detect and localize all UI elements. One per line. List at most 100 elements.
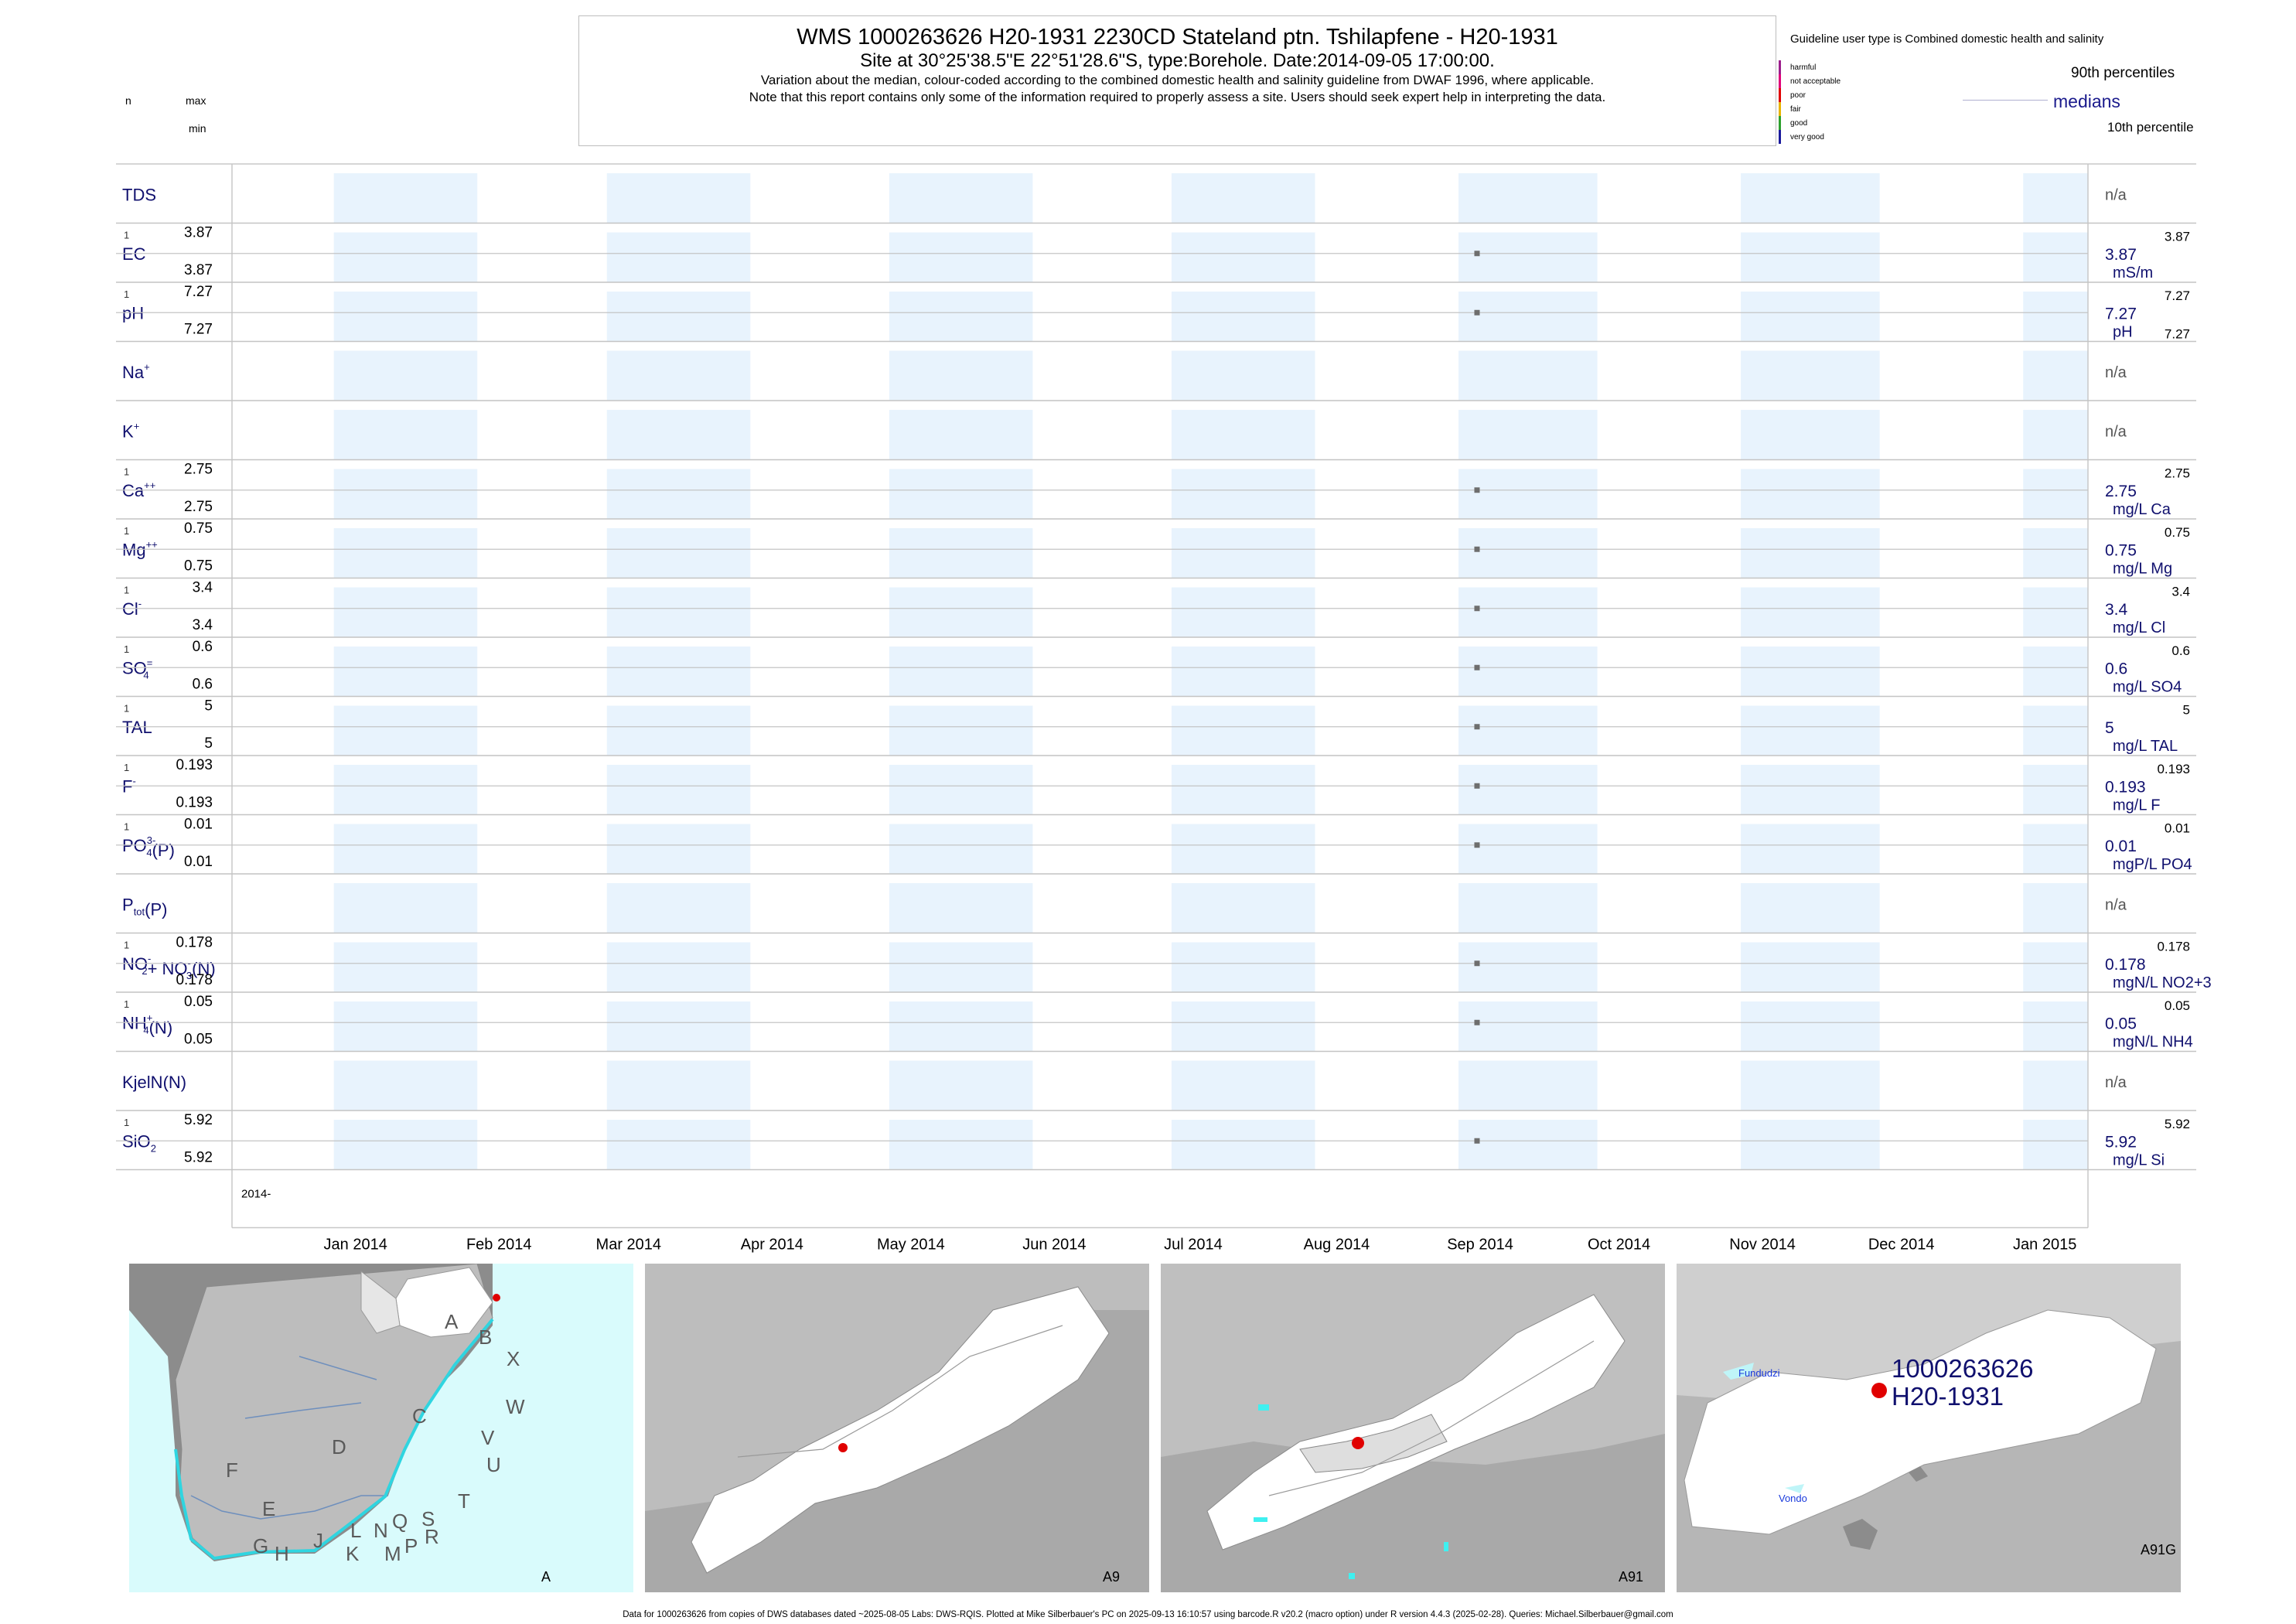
sample-point xyxy=(1474,783,1480,789)
month-band xyxy=(1171,232,1315,282)
month-band xyxy=(889,173,1033,223)
month-band xyxy=(606,410,751,460)
month-band xyxy=(606,232,751,282)
x-start-label: 2014- xyxy=(241,1188,271,1201)
median-line-sample xyxy=(1963,100,2048,101)
month-band xyxy=(2023,292,2088,342)
report-title: WMS 1000263626 H20-1931 2230CD Stateland… xyxy=(797,25,1558,49)
legend-max: max xyxy=(186,94,206,107)
unit-label: mg/L Cl xyxy=(2113,619,2165,636)
unit-label: mgP/L PO4 xyxy=(2113,856,2192,873)
place-vondo: Vondo xyxy=(1779,1493,1807,1504)
na-label: n/a xyxy=(2105,896,2127,913)
month-band xyxy=(889,292,1033,342)
max-value: 0.193 xyxy=(176,757,213,773)
month-band xyxy=(333,1001,478,1052)
map-a91g-quaternary: Fundudzi Vondo 1000263626 H20-1931 A91G xyxy=(1677,1264,2181,1592)
month-band xyxy=(2023,173,2088,223)
max-value: 2.75 xyxy=(184,462,213,478)
param-label-TDS: TDS xyxy=(122,185,156,204)
max-value: 0.05 xyxy=(184,994,213,1010)
min-value: 3.4 xyxy=(193,617,213,633)
p90-value: 0.6 xyxy=(2171,643,2190,658)
month-band xyxy=(889,410,1033,460)
na-label: n/a xyxy=(2105,1074,2127,1091)
max-value: 5.92 xyxy=(184,1112,213,1128)
max-value: 0.75 xyxy=(184,520,213,537)
unit-label: mgN/L NO2+3 xyxy=(2113,974,2212,991)
unit-label: mS/m xyxy=(2113,264,2153,281)
class-swatch xyxy=(1779,102,1781,116)
min-value: 0.6 xyxy=(193,677,213,693)
sample-point xyxy=(1474,1019,1480,1025)
month-band xyxy=(2023,824,2088,874)
unit-label: mgN/L NH4 xyxy=(2113,1033,2193,1050)
x-tick-label: May 2014 xyxy=(877,1237,945,1254)
legend-p90: 90th percentiles xyxy=(2071,65,2175,81)
count-n: 1 xyxy=(124,585,129,596)
unit-label: mg/L Ca xyxy=(2113,501,2171,518)
month-band xyxy=(1741,292,1880,342)
month-band xyxy=(606,883,751,933)
month-band xyxy=(1171,1001,1315,1052)
month-band xyxy=(889,883,1033,933)
month-band xyxy=(606,765,751,815)
max-value: 3.87 xyxy=(184,225,213,241)
sample-point xyxy=(1474,960,1480,967)
na-label: n/a xyxy=(2105,364,2127,381)
month-band xyxy=(1171,292,1315,342)
region-letter: D xyxy=(332,1435,346,1459)
month-band xyxy=(606,1120,751,1170)
month-band xyxy=(606,1001,751,1052)
month-band xyxy=(2023,350,2088,401)
class-swatch xyxy=(1779,116,1781,130)
month-band xyxy=(2023,1001,2088,1052)
month-band xyxy=(1171,528,1315,578)
month-band xyxy=(1171,705,1315,756)
legend-min: min xyxy=(189,122,206,135)
month-band xyxy=(606,350,751,401)
month-band xyxy=(2023,883,2088,933)
min-value: 0.01 xyxy=(184,854,213,870)
month-band xyxy=(2023,1060,2088,1111)
month-band xyxy=(889,765,1033,815)
p90-value: 0.75 xyxy=(2165,525,2190,540)
max-value: 0.01 xyxy=(184,817,213,833)
region-letter: V xyxy=(481,1426,495,1449)
class-label: not acceptable xyxy=(1790,77,1841,86)
month-band xyxy=(1171,1060,1315,1111)
month-band xyxy=(1171,410,1315,460)
site-id-label: 1000263626 xyxy=(1892,1354,2034,1383)
region-letter: U xyxy=(486,1453,501,1476)
min-value: 5 xyxy=(204,735,213,752)
region-letter: H xyxy=(275,1542,289,1565)
x-tick-label: Oct 2014 xyxy=(1588,1237,1650,1254)
month-band xyxy=(2023,232,2088,282)
sample-point xyxy=(1474,1138,1480,1144)
region-letter: C xyxy=(412,1404,427,1428)
region-letter: Q xyxy=(392,1510,408,1533)
month-band xyxy=(1741,942,1880,992)
class-label: poor xyxy=(1790,90,1806,100)
guideline-class-legend: harmful not acceptable poor fair good very go… xyxy=(1779,60,1933,145)
month-band xyxy=(1171,647,1315,697)
region-letter: P xyxy=(404,1534,418,1557)
count-n: 1 xyxy=(124,703,129,715)
month-band xyxy=(606,824,751,874)
median-value: 2.75 xyxy=(2105,483,2137,500)
month-band xyxy=(333,705,478,756)
class-swatch xyxy=(1779,74,1781,88)
count-n: 1 xyxy=(124,643,129,655)
unit-label: mg/L F xyxy=(2113,797,2161,814)
month-band xyxy=(1741,469,1880,519)
param-label-NH4: NH+ 4(N) xyxy=(122,1012,172,1037)
p90-value: 7.27 xyxy=(2165,288,2190,303)
min-value: 0.05 xyxy=(184,1032,213,1048)
month-band xyxy=(1741,173,1880,223)
